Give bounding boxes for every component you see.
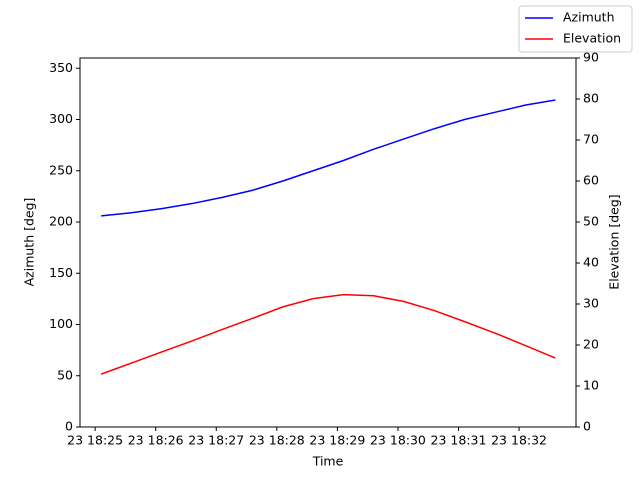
legend-label: Elevation bbox=[563, 31, 621, 46]
y-tick-label: 200 bbox=[49, 214, 73, 229]
x-tick-label: 23 18:28 bbox=[249, 433, 305, 448]
y2-tick-label: 10 bbox=[583, 378, 599, 393]
x-tick-label: 23 18:32 bbox=[491, 433, 547, 448]
y-tick-label: 150 bbox=[49, 265, 73, 280]
plot-frame bbox=[79, 57, 577, 428]
y2-tick-label: 0 bbox=[583, 419, 591, 434]
x-tick-label: 23 18:25 bbox=[67, 433, 123, 448]
y-tick-label: 250 bbox=[49, 162, 73, 177]
y-tick-label: 100 bbox=[49, 316, 73, 331]
y2-tick-label: 70 bbox=[583, 132, 599, 147]
y2-tick-label: 40 bbox=[583, 255, 599, 270]
y-tick-label: 50 bbox=[57, 367, 73, 382]
x-tick-label: 23 18:29 bbox=[309, 433, 365, 448]
y2-axis-label: Elevation [deg] bbox=[607, 194, 622, 289]
y2-tick-label: 20 bbox=[583, 337, 599, 352]
x-axis-label: Time bbox=[312, 454, 344, 469]
legend-label: Azimuth bbox=[563, 10, 615, 25]
series-line bbox=[100, 293, 556, 375]
y-tick-label: 300 bbox=[49, 111, 73, 126]
y-axis-label: Azimuth [deg] bbox=[22, 198, 37, 287]
y2-tick-label: 90 bbox=[583, 50, 599, 65]
x-tick-label: 23 18:26 bbox=[128, 433, 184, 448]
y-tick-label: 0 bbox=[65, 419, 73, 434]
y2-tick-label: 80 bbox=[583, 91, 599, 106]
y2-tick-label: 60 bbox=[583, 173, 599, 188]
x-tick-label: 23 18:30 bbox=[370, 433, 426, 448]
y2-tick-label: 30 bbox=[583, 296, 599, 311]
x-tick-label: 23 18:27 bbox=[188, 433, 244, 448]
series-line bbox=[101, 99, 556, 217]
x-tick-label: 23 18:31 bbox=[431, 433, 487, 448]
y-tick-label: 350 bbox=[49, 60, 73, 75]
y2-tick-label: 50 bbox=[583, 214, 599, 229]
